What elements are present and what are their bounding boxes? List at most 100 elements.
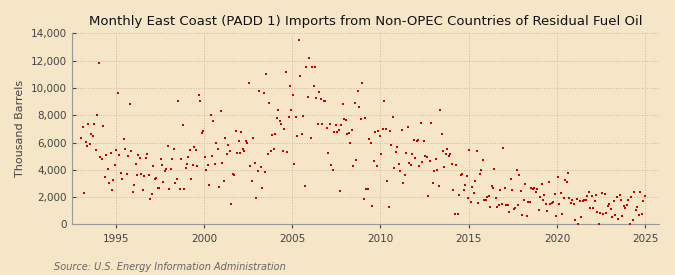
Point: [466, 199, 477, 204]
Point: [616, 198, 626, 203]
Point: [451, 163, 462, 167]
Point: [491, 196, 502, 200]
Point: [229, 173, 240, 177]
Point: [542, 209, 553, 213]
Point: [173, 99, 184, 104]
Point: [130, 162, 141, 167]
Point: [285, 83, 296, 88]
Point: [98, 124, 109, 128]
Point: [566, 201, 576, 206]
Point: [190, 148, 201, 152]
Point: [355, 117, 366, 121]
Point: [209, 161, 220, 166]
Point: [436, 131, 447, 136]
Point: [124, 102, 135, 106]
Point: [607, 214, 618, 219]
Point: [264, 101, 275, 105]
Point: [404, 160, 414, 165]
Point: [432, 168, 443, 172]
Point: [557, 211, 568, 216]
Point: [109, 163, 120, 167]
Point: [155, 157, 166, 161]
Point: [633, 213, 644, 217]
Point: [375, 134, 385, 139]
Point: [517, 213, 528, 217]
Point: [351, 158, 362, 162]
Point: [411, 139, 422, 143]
Point: [486, 184, 497, 188]
Point: [248, 135, 259, 140]
Point: [573, 222, 584, 226]
Point: [364, 136, 375, 141]
Point: [367, 204, 378, 208]
Point: [245, 164, 256, 169]
Point: [507, 188, 518, 192]
Point: [295, 74, 306, 78]
Point: [265, 149, 276, 153]
Point: [620, 206, 631, 210]
Point: [105, 151, 116, 155]
Point: [142, 152, 153, 156]
Point: [365, 141, 376, 145]
Point: [639, 194, 650, 199]
Point: [236, 130, 247, 134]
Point: [274, 119, 285, 123]
Point: [371, 163, 382, 168]
Point: [541, 202, 551, 207]
Point: [362, 186, 373, 191]
Point: [429, 169, 439, 174]
Point: [204, 183, 215, 187]
Point: [618, 204, 629, 208]
Point: [99, 175, 110, 179]
Point: [323, 150, 333, 155]
Point: [290, 115, 301, 119]
Point: [277, 148, 288, 153]
Point: [271, 116, 282, 120]
Point: [139, 174, 150, 178]
Point: [483, 194, 494, 199]
Point: [233, 139, 244, 144]
Point: [418, 139, 429, 143]
Point: [492, 205, 503, 209]
Point: [547, 201, 558, 205]
Point: [423, 193, 433, 198]
Point: [86, 132, 97, 136]
Point: [180, 166, 191, 170]
Point: [417, 160, 428, 164]
Point: [227, 172, 238, 176]
Point: [213, 147, 223, 151]
Point: [514, 172, 525, 177]
Point: [392, 145, 403, 149]
Point: [224, 149, 235, 153]
Point: [202, 163, 213, 167]
Point: [636, 212, 647, 216]
Point: [531, 189, 541, 194]
Point: [617, 214, 628, 218]
Point: [508, 207, 519, 211]
Point: [263, 152, 273, 156]
Point: [225, 202, 236, 206]
Point: [457, 172, 468, 176]
Point: [400, 173, 410, 177]
Point: [280, 70, 291, 75]
Point: [252, 169, 263, 174]
Point: [482, 194, 493, 199]
Point: [235, 151, 246, 156]
Point: [395, 169, 406, 174]
Point: [301, 65, 312, 69]
Point: [580, 198, 591, 202]
Point: [629, 190, 640, 194]
Point: [223, 143, 234, 147]
Point: [122, 171, 132, 176]
Point: [346, 128, 357, 133]
Point: [361, 186, 372, 191]
Point: [439, 164, 450, 169]
Point: [452, 212, 463, 216]
Point: [510, 205, 520, 210]
Point: [288, 92, 298, 97]
Point: [198, 128, 209, 133]
Point: [381, 179, 392, 183]
Point: [314, 90, 325, 95]
Point: [269, 146, 279, 151]
Point: [184, 147, 195, 152]
